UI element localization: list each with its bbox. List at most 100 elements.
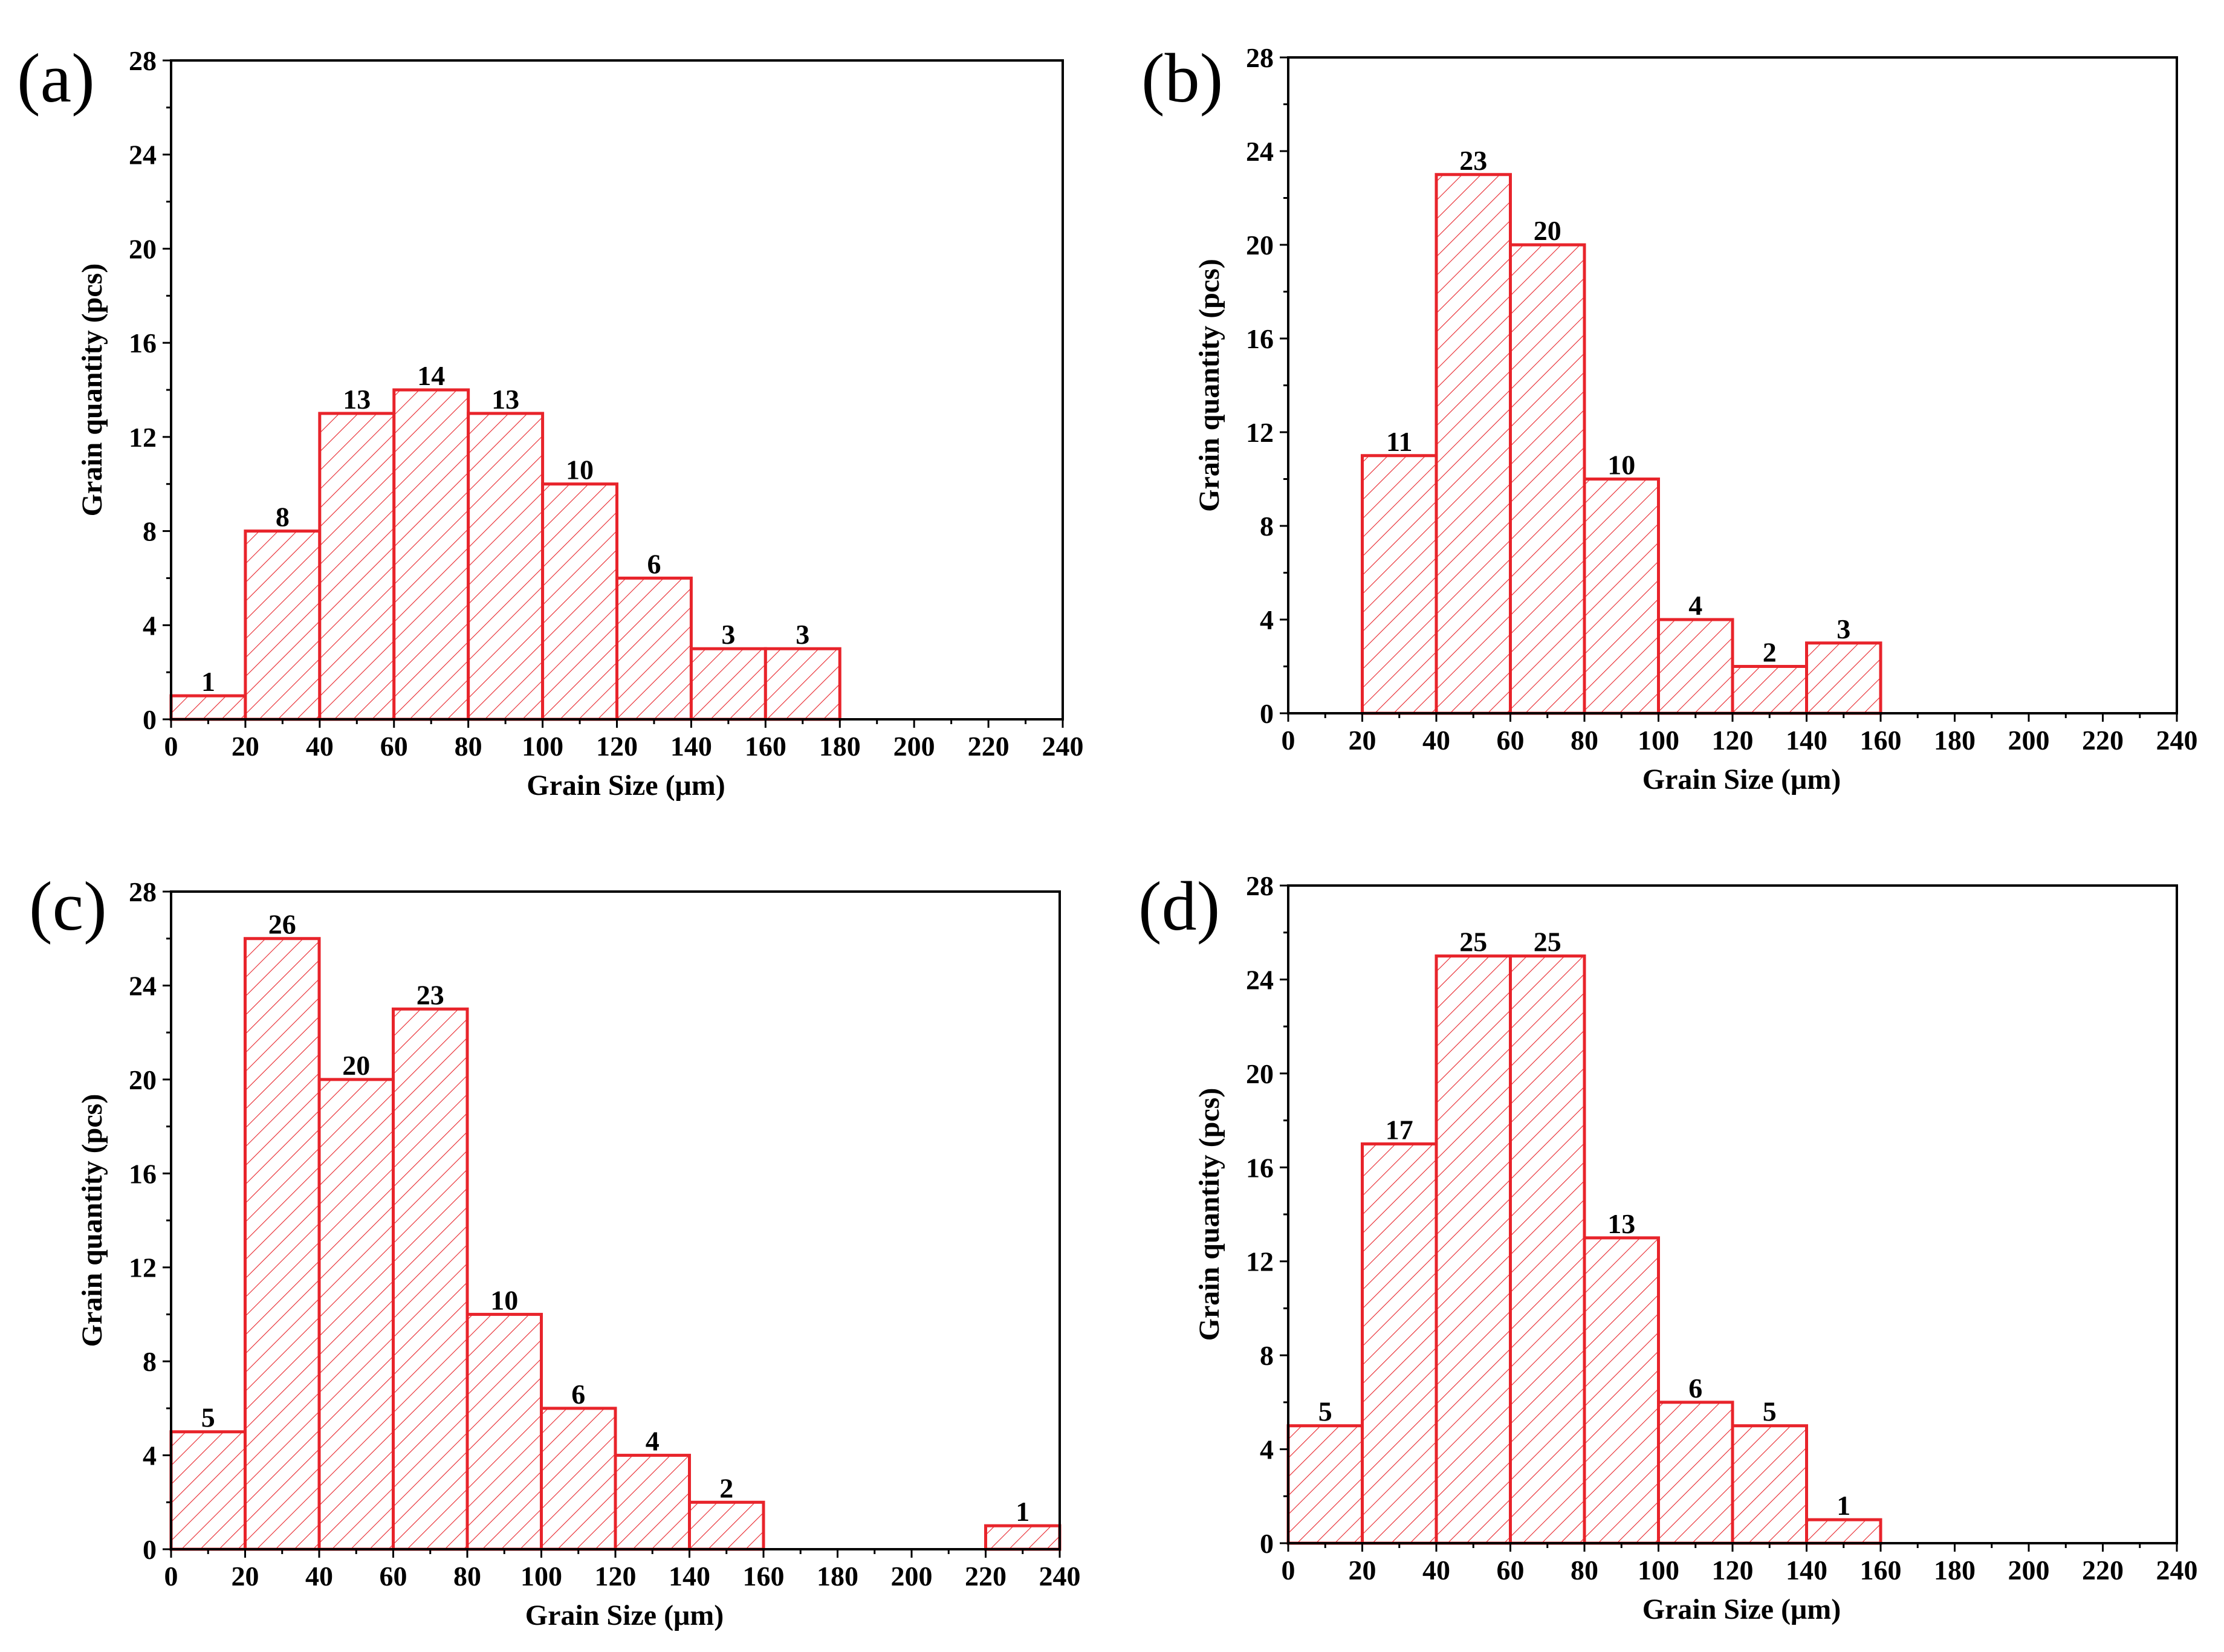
histogram-bar — [465, 1312, 543, 1551]
x-tick-label: 160 — [745, 731, 786, 762]
x-tick-label: 40 — [1422, 1555, 1450, 1586]
bar-value-label: 25 — [1534, 927, 1561, 957]
y-tick-label: 28 — [129, 876, 157, 907]
panel-letter: (d) — [1138, 868, 1220, 945]
histogram-bar — [1805, 641, 1882, 715]
y-tick-label: 0 — [1260, 698, 1274, 729]
y-tick-label: 28 — [1246, 42, 1274, 73]
y-tick-label: 24 — [129, 140, 157, 170]
histogram-bar — [1435, 173, 1512, 715]
x-tick-label: 0 — [1282, 725, 1295, 756]
x-tick-label: 240 — [2156, 1555, 2198, 1586]
x-tick-label: 20 — [232, 731, 259, 762]
histogram-bar — [1361, 1142, 1438, 1545]
y-tick-label: 28 — [1246, 870, 1274, 901]
bar-value-label: 23 — [1459, 145, 1487, 176]
x-tick-label: 140 — [1786, 1555, 1827, 1586]
y-tick-label: 16 — [129, 1158, 157, 1189]
x-tick-label: 100 — [1638, 725, 1679, 756]
y-axis-title: Grain quantity (pcs) — [1193, 1088, 1225, 1341]
x-tick-label: 200 — [891, 1561, 933, 1592]
x-tick-label: 200 — [2008, 725, 2050, 756]
x-tick-label: 80 — [453, 1561, 481, 1592]
bar-value-label: 6 — [1688, 1373, 1702, 1404]
histogram-bar — [318, 412, 396, 721]
y-tick-label: 8 — [143, 1346, 157, 1377]
x-tick-label: 0 — [164, 1561, 178, 1592]
bar-value-label: 1 — [1837, 1490, 1850, 1521]
histogram-bar — [169, 694, 247, 721]
histogram-bar — [1583, 478, 1660, 715]
panel-letter: (b) — [1141, 40, 1223, 117]
panel-letter: (a) — [17, 40, 95, 117]
histogram-bar — [244, 530, 322, 721]
histogram-bar — [1509, 243, 1586, 715]
y-tick-label: 24 — [1246, 964, 1274, 995]
x-tick-label: 100 — [522, 731, 563, 762]
x-tick-label: 60 — [1497, 725, 1525, 756]
histogram-bar — [1731, 1424, 1808, 1545]
y-tick-label: 16 — [1246, 1152, 1274, 1183]
x-tick-label: 180 — [1934, 725, 1976, 756]
histogram-bar — [615, 576, 693, 721]
y-tick-label: 8 — [143, 516, 157, 547]
bar-value-label: 1 — [201, 666, 215, 697]
y-axis-title: Grain quantity (pcs) — [1193, 259, 1225, 512]
y-tick-label: 12 — [129, 1252, 157, 1283]
x-tick-label: 40 — [306, 731, 334, 762]
bar-value-label: 11 — [1386, 426, 1412, 457]
x-tick-label: 140 — [1786, 725, 1827, 756]
histogram-bar — [541, 482, 618, 721]
histogram-bar — [763, 647, 841, 721]
bar-value-label: 4 — [1688, 590, 1702, 621]
x-axis-title: Grain Size (μm) — [527, 769, 725, 802]
bar-value-label: 17 — [1386, 1114, 1413, 1145]
y-axis-title: Grain quantity (pcs) — [76, 1094, 108, 1347]
bar-value-label: 5 — [201, 1402, 215, 1433]
x-tick-label: 80 — [1571, 1555, 1598, 1586]
bar-value-label: 3 — [796, 619, 809, 650]
bar-value-label: 26 — [268, 909, 296, 940]
x-tick-label: 120 — [596, 731, 638, 762]
panel-letter: (c) — [29, 868, 107, 945]
histogram-bar — [1435, 954, 1512, 1545]
bar-value-label: 25 — [1459, 927, 1487, 957]
x-axis-title: Grain Size (μm) — [1642, 1593, 1841, 1625]
bar-value-label: 20 — [1534, 215, 1561, 246]
x-tick-label: 60 — [1497, 1555, 1525, 1586]
histogram-bar — [1805, 1518, 1882, 1545]
histogram-bar — [1657, 1401, 1734, 1545]
y-tick-label: 4 — [1260, 604, 1274, 635]
bar-value-label: 3 — [1837, 614, 1850, 644]
x-tick-label: 40 — [305, 1561, 333, 1592]
x-tick-label: 80 — [1571, 725, 1598, 756]
x-tick-label: 200 — [2008, 1555, 2050, 1586]
x-tick-label: 180 — [1934, 1555, 1976, 1586]
histogram-bar — [1361, 454, 1438, 715]
bar-value-label: 10 — [566, 455, 594, 485]
y-tick-label: 16 — [129, 328, 157, 358]
x-tick-label: 20 — [1349, 1555, 1376, 1586]
bar-value-label: 5 — [1763, 1396, 1777, 1427]
x-tick-label: 60 — [380, 1561, 407, 1592]
x-tick-label: 160 — [1860, 725, 1902, 756]
histogram-bar — [1509, 954, 1586, 1545]
y-tick-label: 8 — [1260, 1340, 1274, 1371]
y-tick-label: 4 — [143, 610, 157, 641]
bar-value-label: 13 — [491, 384, 519, 415]
bar-value-label: 6 — [647, 548, 661, 579]
x-tick-label: 160 — [743, 1561, 785, 1592]
histogram-bar — [614, 1454, 691, 1551]
bar-value-label: 20 — [342, 1050, 370, 1081]
histogram-bar — [688, 1500, 765, 1551]
x-tick-label: 80 — [455, 731, 482, 762]
x-axis-title: Grain Size (μm) — [1642, 763, 1841, 795]
y-tick-label: 28 — [129, 45, 157, 76]
bar-value-label: 3 — [721, 619, 735, 650]
x-tick-label: 140 — [669, 1561, 710, 1592]
x-tick-label: 120 — [1712, 1555, 1754, 1586]
y-tick-label: 20 — [129, 233, 157, 264]
y-tick-label: 24 — [1246, 136, 1274, 167]
